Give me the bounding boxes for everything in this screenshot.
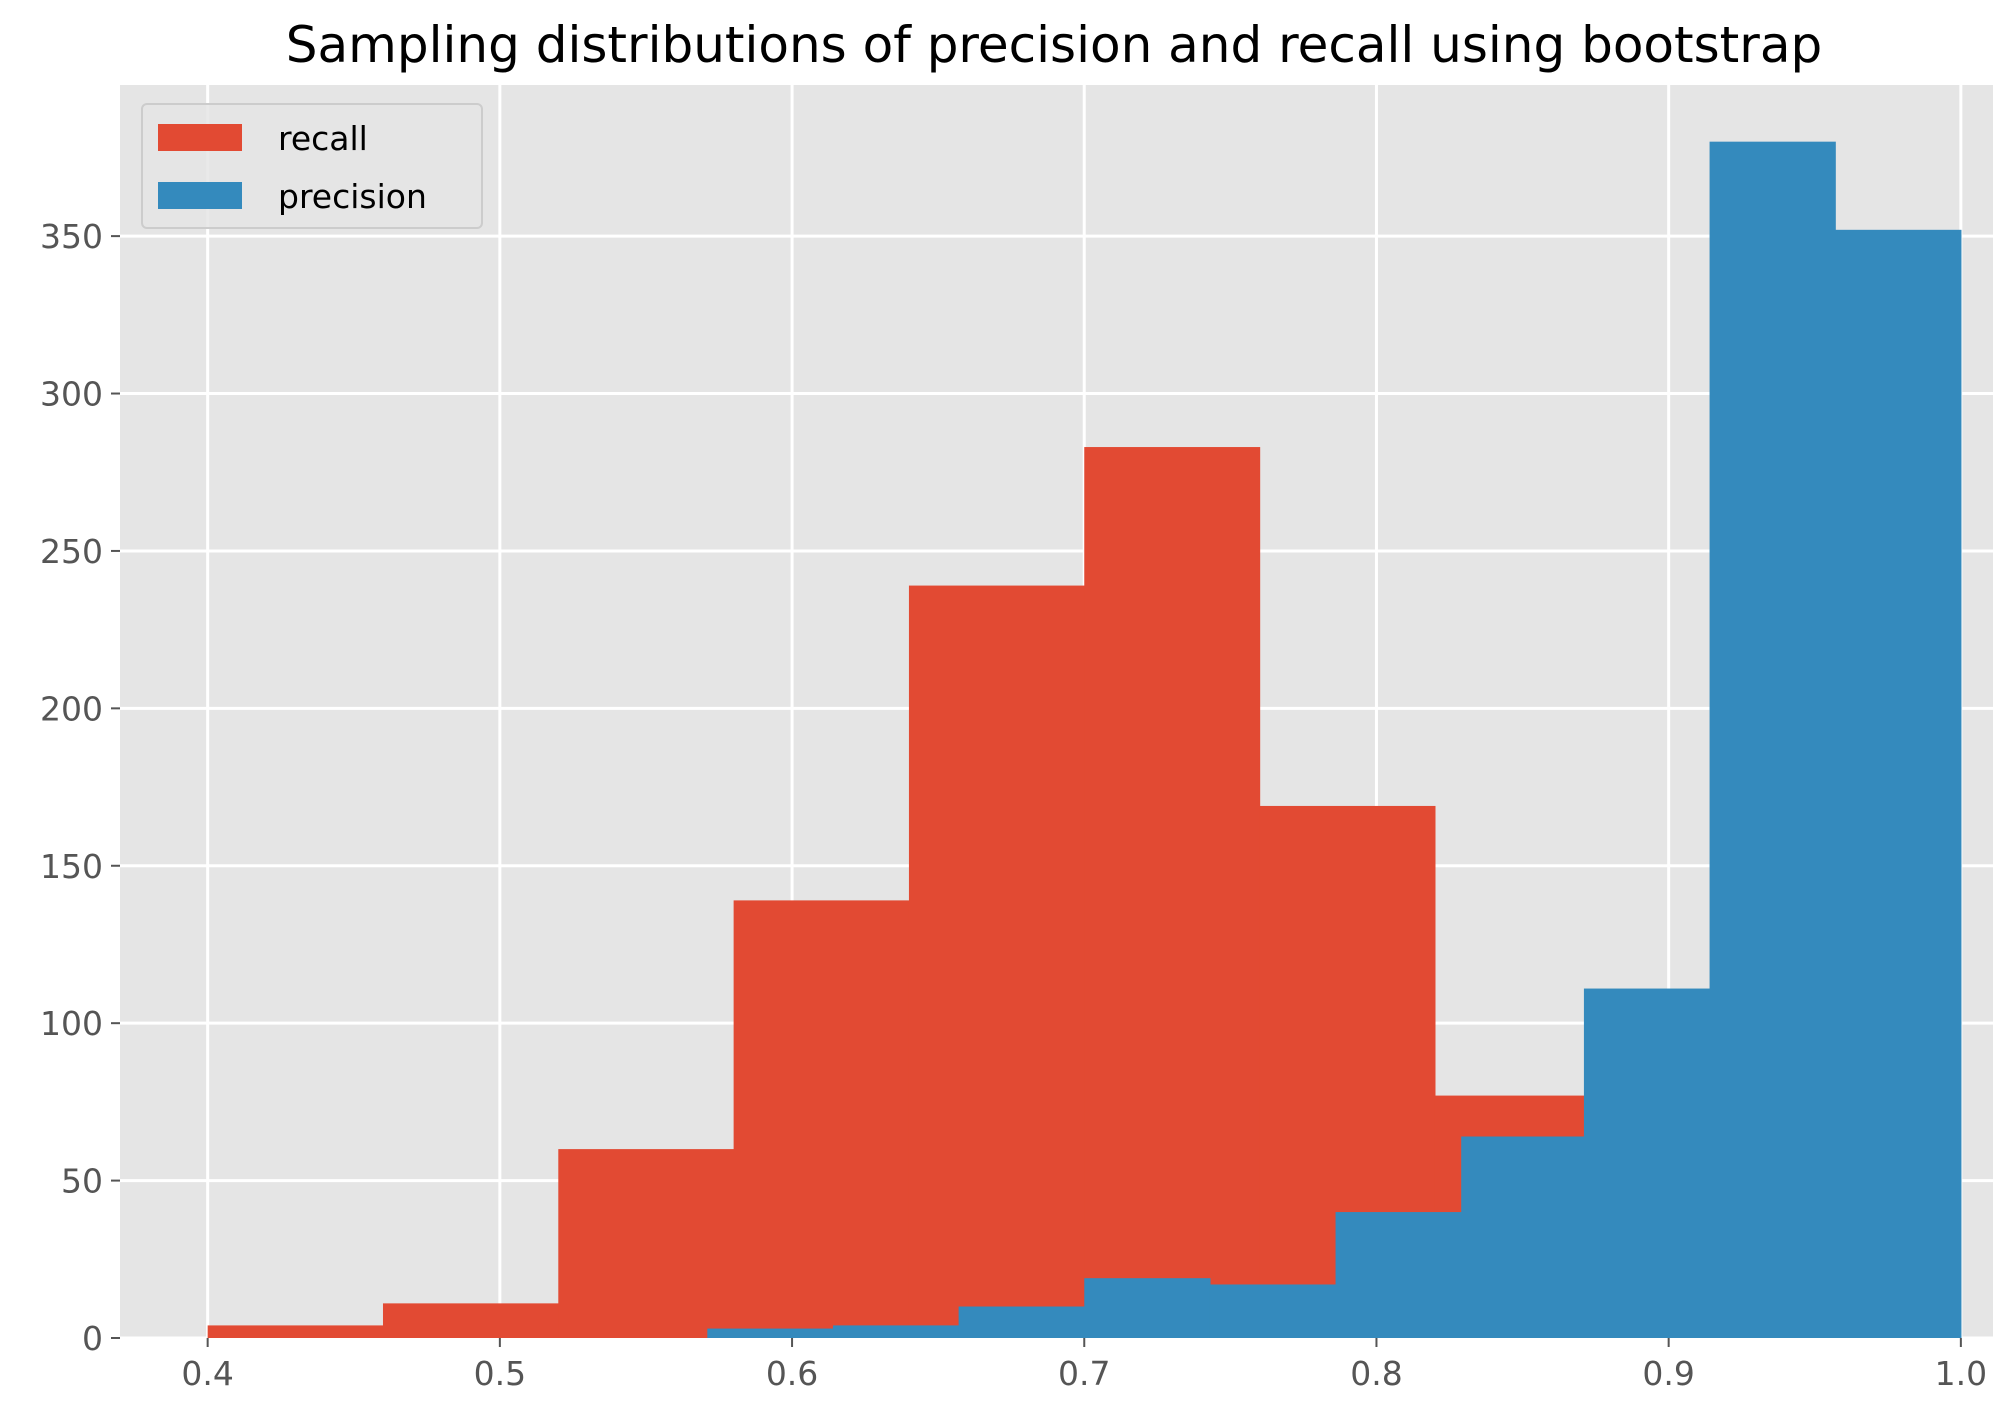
y-tick-label: 0 [82,1319,103,1358]
precision-bar [1583,988,1711,1338]
histogram-bars [207,141,1962,1338]
precision-bar [1835,229,1962,1338]
x-tick-label: 0.7 [1058,1354,1110,1393]
precision-bar [1335,1212,1462,1338]
x-tick-label: 0.5 [474,1354,526,1393]
recall-bar [207,1325,384,1338]
y-tick-label: 50 [61,1162,103,1201]
x-tick-label: 0.9 [1642,1354,1694,1393]
series-precision [707,141,1962,1338]
y-tick-label: 100 [40,1004,103,1043]
y-tick-label: 250 [40,532,103,571]
precision-bar [1209,1284,1337,1338]
recall-bar [558,1149,735,1338]
precision-bar [707,1328,834,1338]
y-tick-label: 350 [40,217,103,256]
recall-bar [908,585,1085,1338]
chart-title: Sampling distributions of precision and … [286,16,1822,74]
y-tick-label: 200 [40,689,103,728]
precision-bar [1461,1136,1585,1338]
legend-label-precision: precision [278,177,427,216]
y-tick-label: 150 [40,847,103,886]
axis-ticks: 0.4 0.5 0.6 0.7 0.8 0.9 1.0 0 50 100 150 200 250 300 3… [40,217,1987,1393]
precision-bar [832,1325,960,1338]
recall-bar [1084,447,1261,1338]
x-tick-label: 1.0 [1935,1354,1987,1393]
legend-label-recall: recall [278,119,368,158]
precision-bar [958,1306,1085,1338]
recall-bar [382,1303,559,1338]
x-tick-label: 0.6 [766,1354,818,1393]
recall-bar [733,900,910,1338]
legend: recall precision [141,103,483,229]
x-tick-label: 0.4 [181,1354,233,1393]
precision-bar [1084,1278,1211,1338]
series-recall [207,447,1611,1338]
y-tick-label: 300 [40,375,103,414]
x-tick-label: 0.8 [1350,1354,1402,1393]
precision-bar [1709,141,1836,1338]
legend-swatch-recall [158,124,242,151]
legend-swatch-precision [158,182,242,209]
